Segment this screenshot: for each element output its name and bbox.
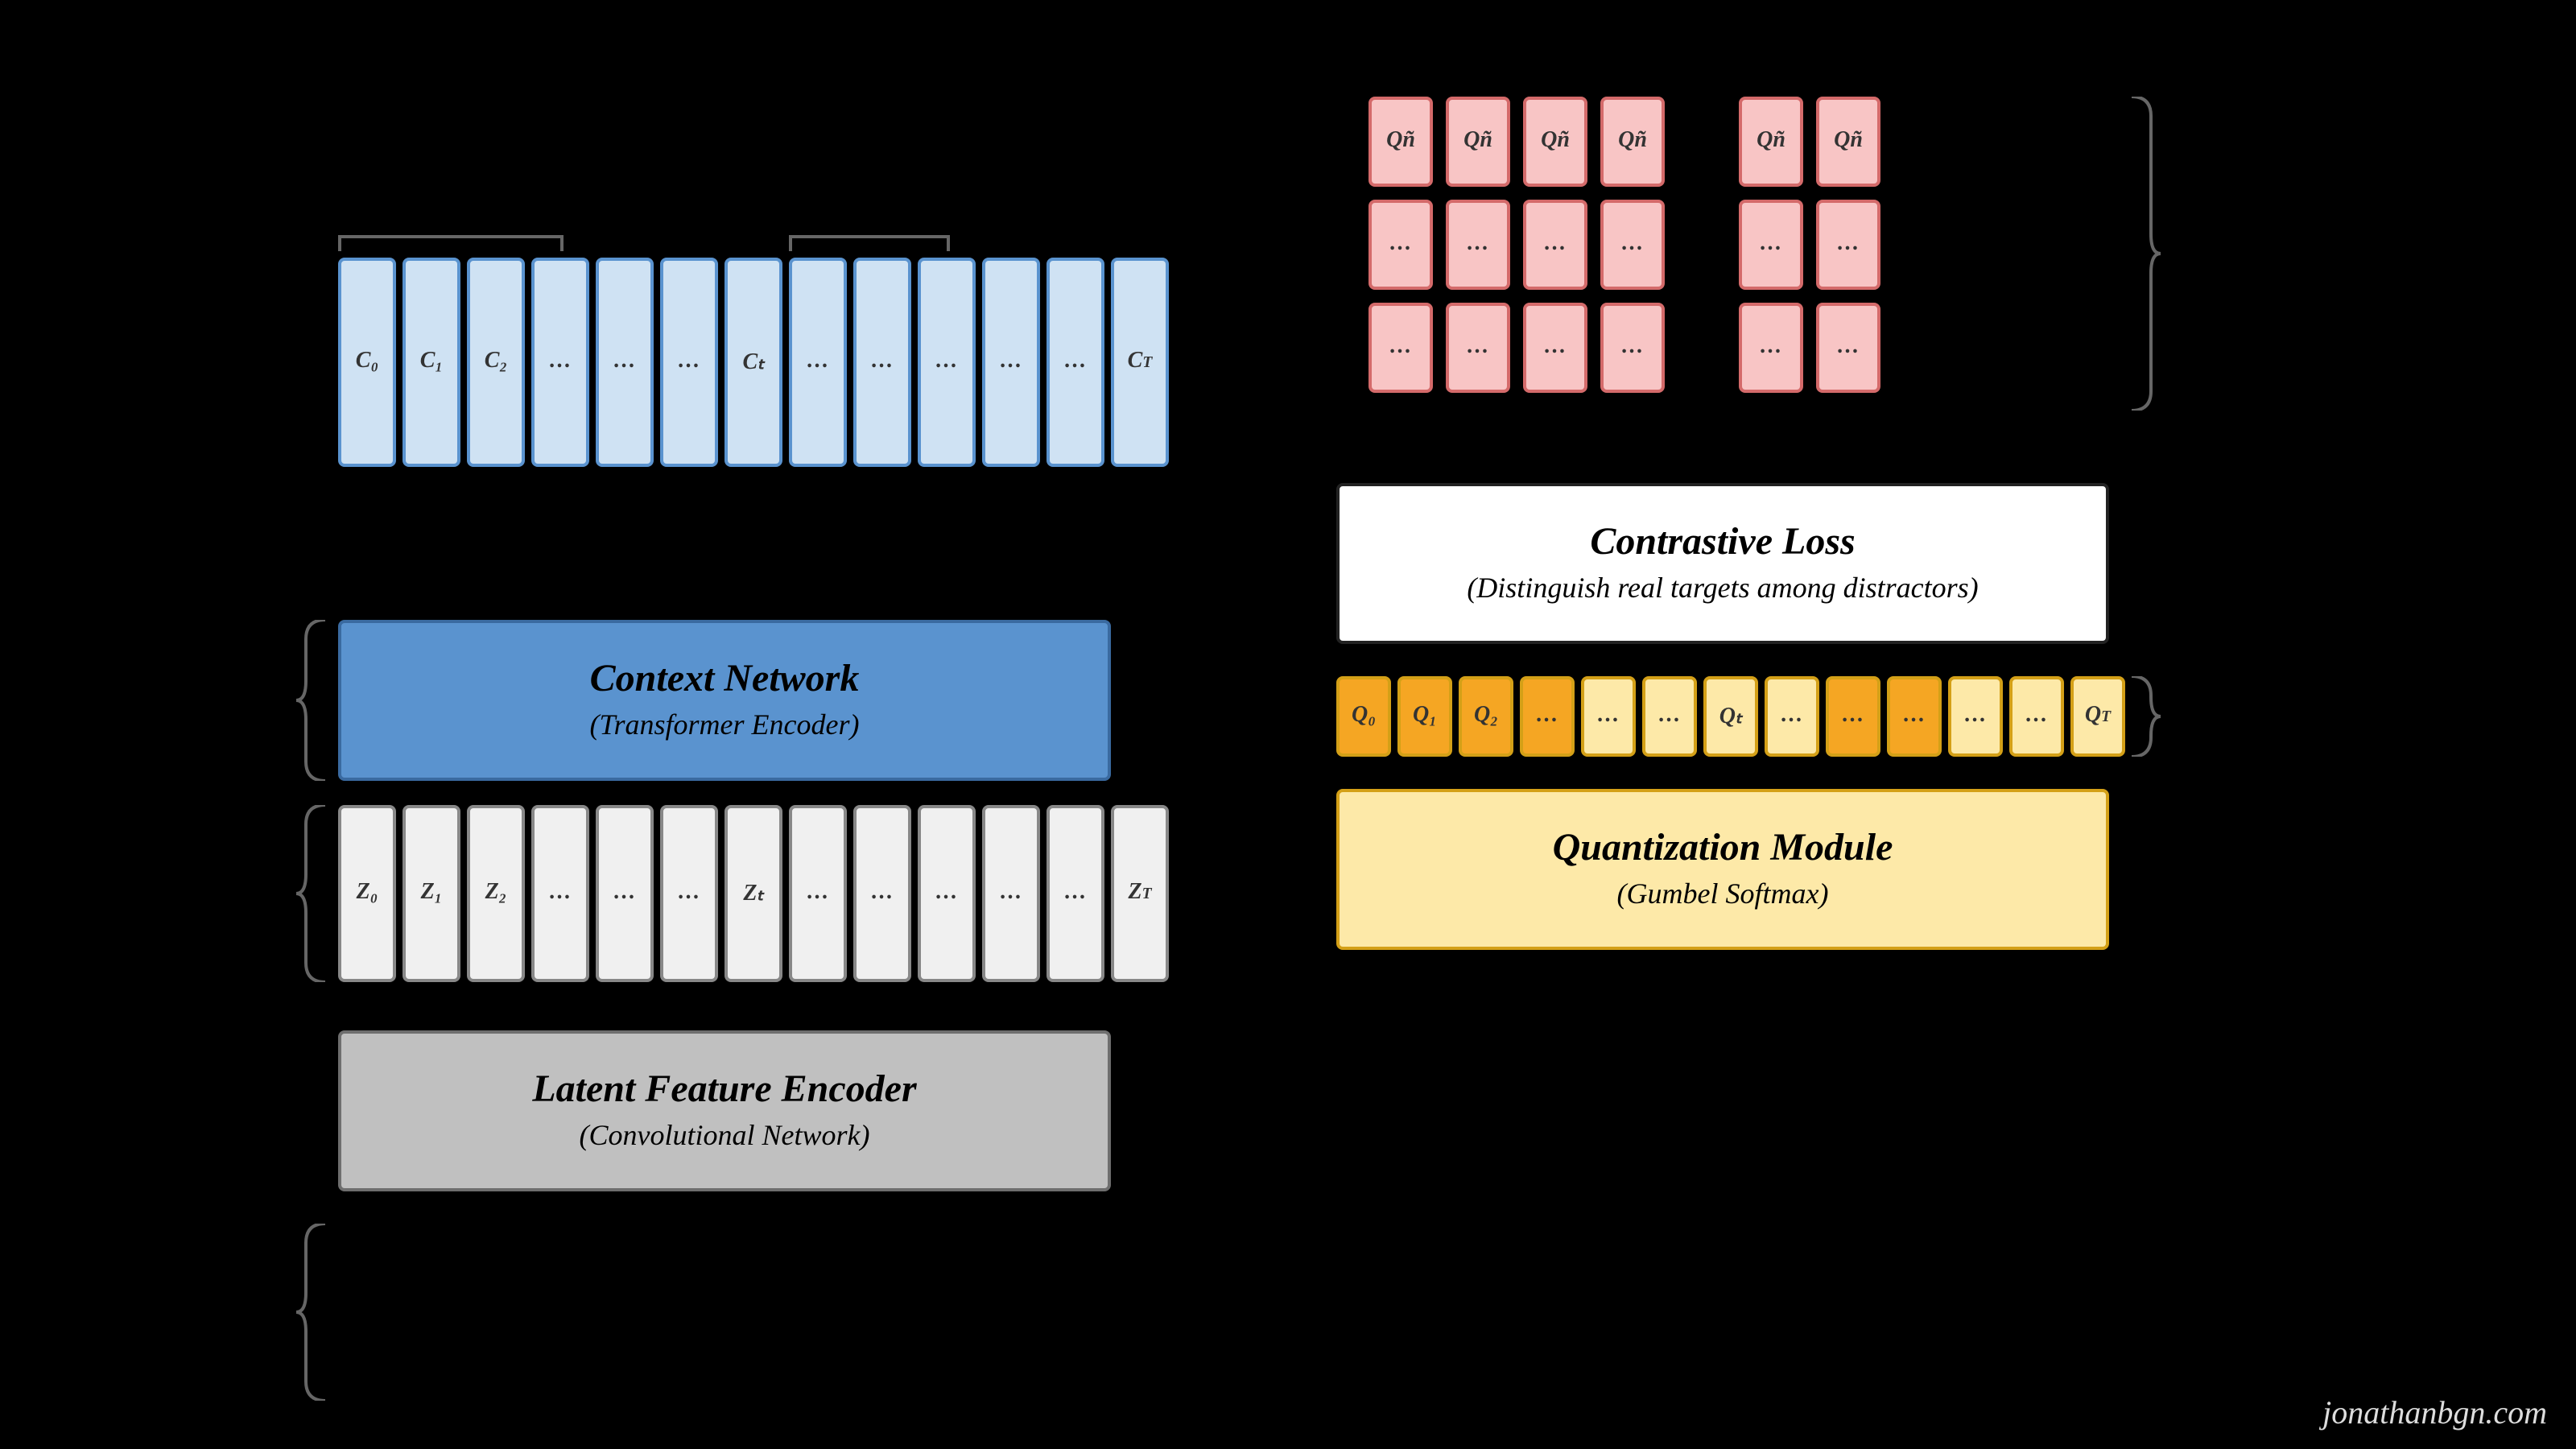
quant-token-cell: Q₀ <box>1336 676 1391 757</box>
distractor-cell: … <box>1816 303 1880 393</box>
brace-icon <box>293 1224 332 1401</box>
context-module: Context Network (Transformer Encoder) <box>338 620 1111 781</box>
distractor-grid-1: QñQñQñQñ…………………… <box>1368 97 1665 393</box>
contrastive-module: Contrastive Loss (Distinguish real target… <box>1336 483 2109 644</box>
context-subtitle: (Transformer Encoder) <box>590 708 860 742</box>
distractor-cell: … <box>1368 303 1433 393</box>
contrastive-title: Contrastive Loss <box>1590 522 1855 565</box>
context-token-row-cell: CT <box>1111 258 1169 467</box>
distractor-cell: Qñ <box>1739 97 1803 187</box>
context-token-row-cell: Cₜ <box>724 258 782 467</box>
context-token-row-cell: … <box>853 258 911 467</box>
latent-token-row-cell: … <box>853 805 911 982</box>
distractor-cell: … <box>1816 200 1880 290</box>
latent-token-row-cell: … <box>531 805 589 982</box>
context-token-row: C₀C₁C₂………Cₜ……………CT <box>338 258 1169 467</box>
quant-token-cell: … <box>1887 676 1942 757</box>
latent-token-row-cell: … <box>789 805 847 982</box>
context-token-row-cell: … <box>789 258 847 467</box>
latent-token-row-cell: Zₜ <box>724 805 782 982</box>
quant-module: Quantization Module (Gumbel Softmax) <box>1336 789 2109 950</box>
distractor-cell: Qñ <box>1368 97 1433 187</box>
context-token-row-cell: … <box>660 258 718 467</box>
distractor-cell: … <box>1446 200 1510 290</box>
latent-module: Latent Feature Encoder (Convolutional Net… <box>338 1030 1111 1191</box>
brace-icon <box>2125 97 2164 411</box>
quant-token-cell: … <box>1826 676 1880 757</box>
quant-token-cell: Q₁ <box>1397 676 1452 757</box>
distractor-cell: Qñ <box>1523 97 1587 187</box>
latent-token-row-cell: … <box>596 805 654 982</box>
context-token-row-cell: C₀ <box>338 258 396 467</box>
quant-subtitle: (Gumbel Softmax) <box>1617 877 1829 911</box>
quant-token-cell: … <box>2009 676 2064 757</box>
distractor-cell: Qñ <box>1816 97 1880 187</box>
context-span-bracket <box>338 235 564 251</box>
context-title: Context Network <box>590 658 860 702</box>
distractor-cell: … <box>1739 200 1803 290</box>
quant-token-cell: … <box>1520 676 1575 757</box>
latent-token-row-cell: Z₀ <box>338 805 396 982</box>
quant-token-cell: QT <box>2070 676 2125 757</box>
context-token-row-cell: C₁ <box>402 258 460 467</box>
context-token-row-cell: … <box>531 258 589 467</box>
latent-subtitle: (Convolutional Network) <box>580 1119 870 1153</box>
context-token-row-cell: … <box>982 258 1040 467</box>
latent-token-row-cell: … <box>918 805 976 982</box>
brace-icon <box>2125 676 2164 757</box>
latent-title: Latent Feature Encoder <box>532 1069 916 1113</box>
distractor-cell: Qñ <box>1446 97 1510 187</box>
latent-token-row: Z₀Z₁Z₂………Zₜ……………ZT <box>338 805 1169 982</box>
latent-token-row-cell: … <box>1046 805 1104 982</box>
latent-token-row-cell: … <box>982 805 1040 982</box>
watermark: jonathanbgn.com <box>2322 1396 2547 1433</box>
brace-icon <box>293 620 332 781</box>
distractor-cell: … <box>1368 200 1433 290</box>
context-token-row-cell: … <box>1046 258 1104 467</box>
distractor-cell: … <box>1600 200 1665 290</box>
brace-icon <box>293 805 332 982</box>
quant-token-cell: Qₜ <box>1703 676 1758 757</box>
quant-token-cell: … <box>1642 676 1697 757</box>
distractor-cell: Qñ <box>1600 97 1665 187</box>
context-token-row-cell: … <box>596 258 654 467</box>
quant-token-cell: … <box>1765 676 1819 757</box>
distractor-grid-2: QñQñ………… <box>1739 97 1880 393</box>
distractor-cell: … <box>1523 303 1587 393</box>
quant-token-cell: Q₂ <box>1459 676 1513 757</box>
context-token-row-cell: C₂ <box>467 258 525 467</box>
latent-token-row-cell: Z₂ <box>467 805 525 982</box>
distractor-cell: … <box>1739 303 1803 393</box>
distractor-cell: … <box>1523 200 1587 290</box>
context-token-row-cell: … <box>918 258 976 467</box>
distractor-cell: … <box>1600 303 1665 393</box>
context-span-bracket <box>789 235 950 251</box>
quant-title: Quantization Module <box>1553 828 1893 871</box>
quant-token-row: Q₀Q₁Q₂………Qₜ……………QT <box>1336 676 2125 757</box>
quant-token-cell: … <box>1581 676 1636 757</box>
quant-token-cell: … <box>1948 676 2003 757</box>
latent-token-row-cell: Z₁ <box>402 805 460 982</box>
latent-token-row-cell: … <box>660 805 718 982</box>
contrastive-subtitle: (Distinguish real targets among distract… <box>1467 572 1978 605</box>
distractor-cell: … <box>1446 303 1510 393</box>
latent-token-row-cell: ZT <box>1111 805 1169 982</box>
